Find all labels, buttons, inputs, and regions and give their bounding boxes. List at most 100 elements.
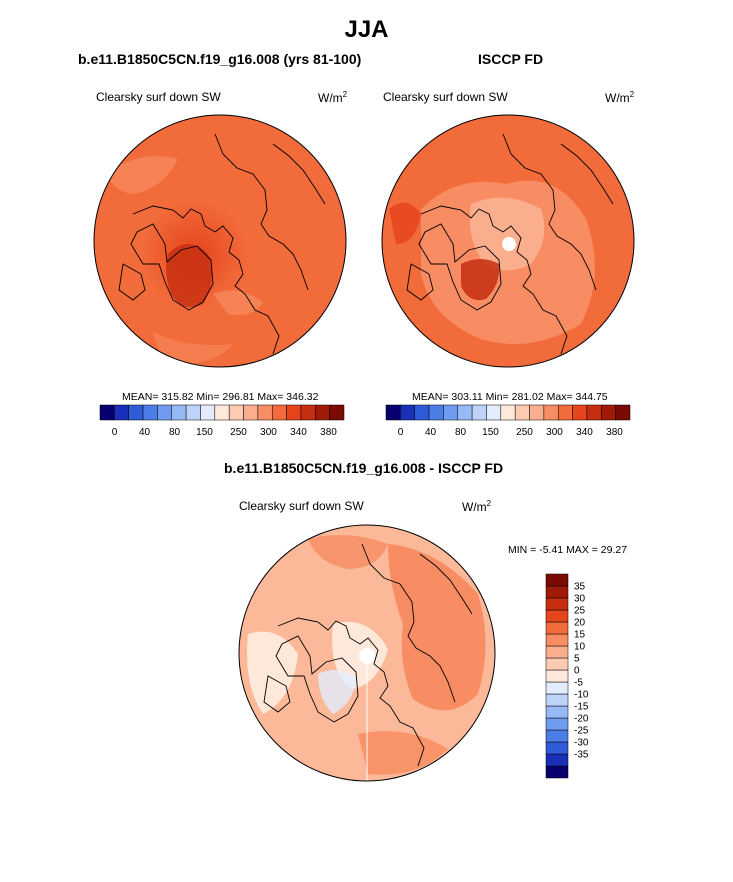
model-colorbar-swatch: [171, 404, 187, 421]
diff-colorbar-tick-label: -10: [574, 690, 589, 701]
diff-field-weak-left: [247, 631, 298, 714]
diff-colorbar-swatch: [545, 705, 569, 719]
model-colorbar-swatch: [99, 404, 115, 421]
model-colorbar-swatch: [157, 404, 173, 421]
model-stats: MEAN= 315.82 Min= 296.81 Max= 346.32: [122, 391, 319, 403]
obs-colorbar-swatch: [572, 404, 588, 421]
obs-colorbar-swatch: [529, 404, 545, 421]
model-colorbar-tick-label: 250: [230, 427, 247, 438]
diff-colorbar-tick-label: 25: [574, 606, 586, 617]
diff-colorbar-swatch: [545, 585, 569, 599]
model-colorbar-swatch: [329, 404, 345, 421]
diff-field-strong-top: [308, 535, 388, 569]
model-field-light-patch: [108, 156, 178, 194]
diff-colorbar-swatch: [545, 741, 569, 755]
diff-pole-hole: [359, 648, 375, 664]
diff-colorbar-swatch: [545, 729, 569, 743]
obs-colorbar-swatch: [586, 404, 602, 421]
model-colorbar-swatch: [286, 404, 302, 421]
model-colorbar-swatch: [128, 404, 144, 421]
diff-colorbar-tick-label: 10: [574, 642, 586, 653]
model-colorbar-swatch: [243, 404, 259, 421]
figure-title: JJA: [344, 16, 389, 43]
obs-colorbar-tick-label: 340: [576, 427, 593, 438]
diff-colorbar-tick-label: 5: [574, 654, 580, 665]
obs-colorbar-tick-label: 40: [425, 427, 437, 438]
diff-colorbar-tick-label: -5: [574, 678, 583, 689]
obs-colorbar-tick-label: 80: [455, 427, 467, 438]
diff-colorbar-tick-label: -20: [574, 714, 589, 725]
model-colorbar-swatch: [228, 404, 244, 421]
diff-colorbar-tick-label: 20: [574, 618, 586, 629]
obs-colorbar-swatch: [557, 404, 573, 421]
diff-colorbar-swatch: [545, 681, 569, 695]
obs-colorbar-swatch: [457, 404, 473, 421]
diff-colorbar-tick-label: 15: [574, 630, 586, 641]
diff-units-label: W/m2: [462, 499, 492, 514]
obs-colorbar-tick-label: 380: [606, 427, 623, 438]
model-colorbar-tick-label: 340: [290, 427, 307, 438]
model-variable-label: Clearsky surf down SW: [96, 90, 221, 104]
model-colorbar-tick-label: 80: [169, 427, 181, 438]
model-units-label: W/m2: [318, 90, 348, 105]
obs-colorbar-swatch: [471, 404, 487, 421]
model-field-dark-greenland: [166, 244, 212, 308]
diff-field-strong-bottom: [358, 731, 448, 775]
obs-colorbar-tick-label: 150: [482, 427, 499, 438]
model-colorbar-tick-label: 300: [260, 427, 277, 438]
obs-colorbar-swatch: [400, 404, 415, 421]
obs-field-dark-greenland: [461, 259, 500, 301]
diff-stats: MIN = -5.41 MAX = 29.27: [508, 544, 628, 556]
model-colorbar-tick-label: 380: [320, 427, 337, 438]
obs-field-lighter-center: [469, 197, 545, 271]
model-colorbar-tick-label: 150: [196, 427, 213, 438]
model-field-light-patch-3: [153, 332, 233, 365]
diff-colorbar-tick-label: -25: [574, 726, 589, 737]
obs-colorbar-swatch: [514, 404, 530, 421]
model-panel-title: b.e11.B1850C5CN.f19_g16.008 (yrs 81-100): [78, 51, 362, 67]
diff-colorbar-swatch: [545, 573, 569, 587]
model-colorbar-swatch: [114, 404, 129, 421]
model-colorbar-swatch: [300, 404, 316, 421]
obs-colorbar-swatch: [601, 404, 616, 421]
diff-colorbar-tick-label: 30: [574, 594, 586, 605]
model-field-light-patch-2: [213, 290, 263, 316]
model-colorbar-swatch: [214, 404, 230, 421]
obs-units-label: W/m2: [605, 90, 635, 105]
diff-panel-title: b.e11.B1850C5CN.f19_g16.008 - ISCCP FD: [224, 460, 504, 476]
diff-map: [238, 524, 496, 782]
obs-colorbar-swatch: [443, 404, 459, 421]
obs-variable-label: Clearsky surf down SW: [383, 90, 508, 104]
obs-field-dark-left: [389, 202, 421, 244]
obs-colorbar-swatch: [414, 404, 430, 421]
diff-colorbar-tick-label: 0: [574, 666, 580, 677]
obs-map: [381, 114, 635, 368]
obs-colorbar-swatch: [500, 404, 516, 421]
diff-colorbar-tick-label: -35: [574, 750, 589, 761]
model-colorbar-tick-label: 0: [112, 427, 118, 438]
diff-colorbar-swatch: [545, 753, 569, 767]
model-colorbar-swatch: [315, 404, 330, 421]
diff-colorbar-swatch: [545, 609, 569, 623]
model-colorbar-swatch: [257, 404, 273, 421]
diff-colorbar-swatch: [545, 765, 569, 779]
diff-colorbar-swatch: [545, 657, 569, 671]
model-coastline: [118, 133, 326, 355]
diff-colorbar-swatch: [545, 597, 569, 611]
obs-colorbar-swatch: [428, 404, 444, 421]
diff-colorbar-tick-label: -30: [574, 738, 589, 749]
obs-colorbar-tick-label: 300: [546, 427, 563, 438]
obs-colorbar-tick-label: 0: [398, 427, 404, 438]
model-colorbar-tick-label: 40: [139, 427, 151, 438]
model-colorbar: 0 40 80 150 250 300 340 380: [99, 404, 345, 438]
diff-field-weak-greenland: [318, 670, 356, 714]
diff-coastline: [263, 543, 473, 767]
model-colorbar-swatch: [185, 404, 201, 421]
model-field: [94, 115, 346, 367]
diff-field-strong-right: [388, 544, 486, 711]
diff-variable-label: Clearsky surf down SW: [239, 499, 364, 513]
model-map: [93, 114, 347, 368]
diff-colorbar-swatch: [545, 645, 569, 659]
obs-pole-hole: [502, 237, 516, 251]
